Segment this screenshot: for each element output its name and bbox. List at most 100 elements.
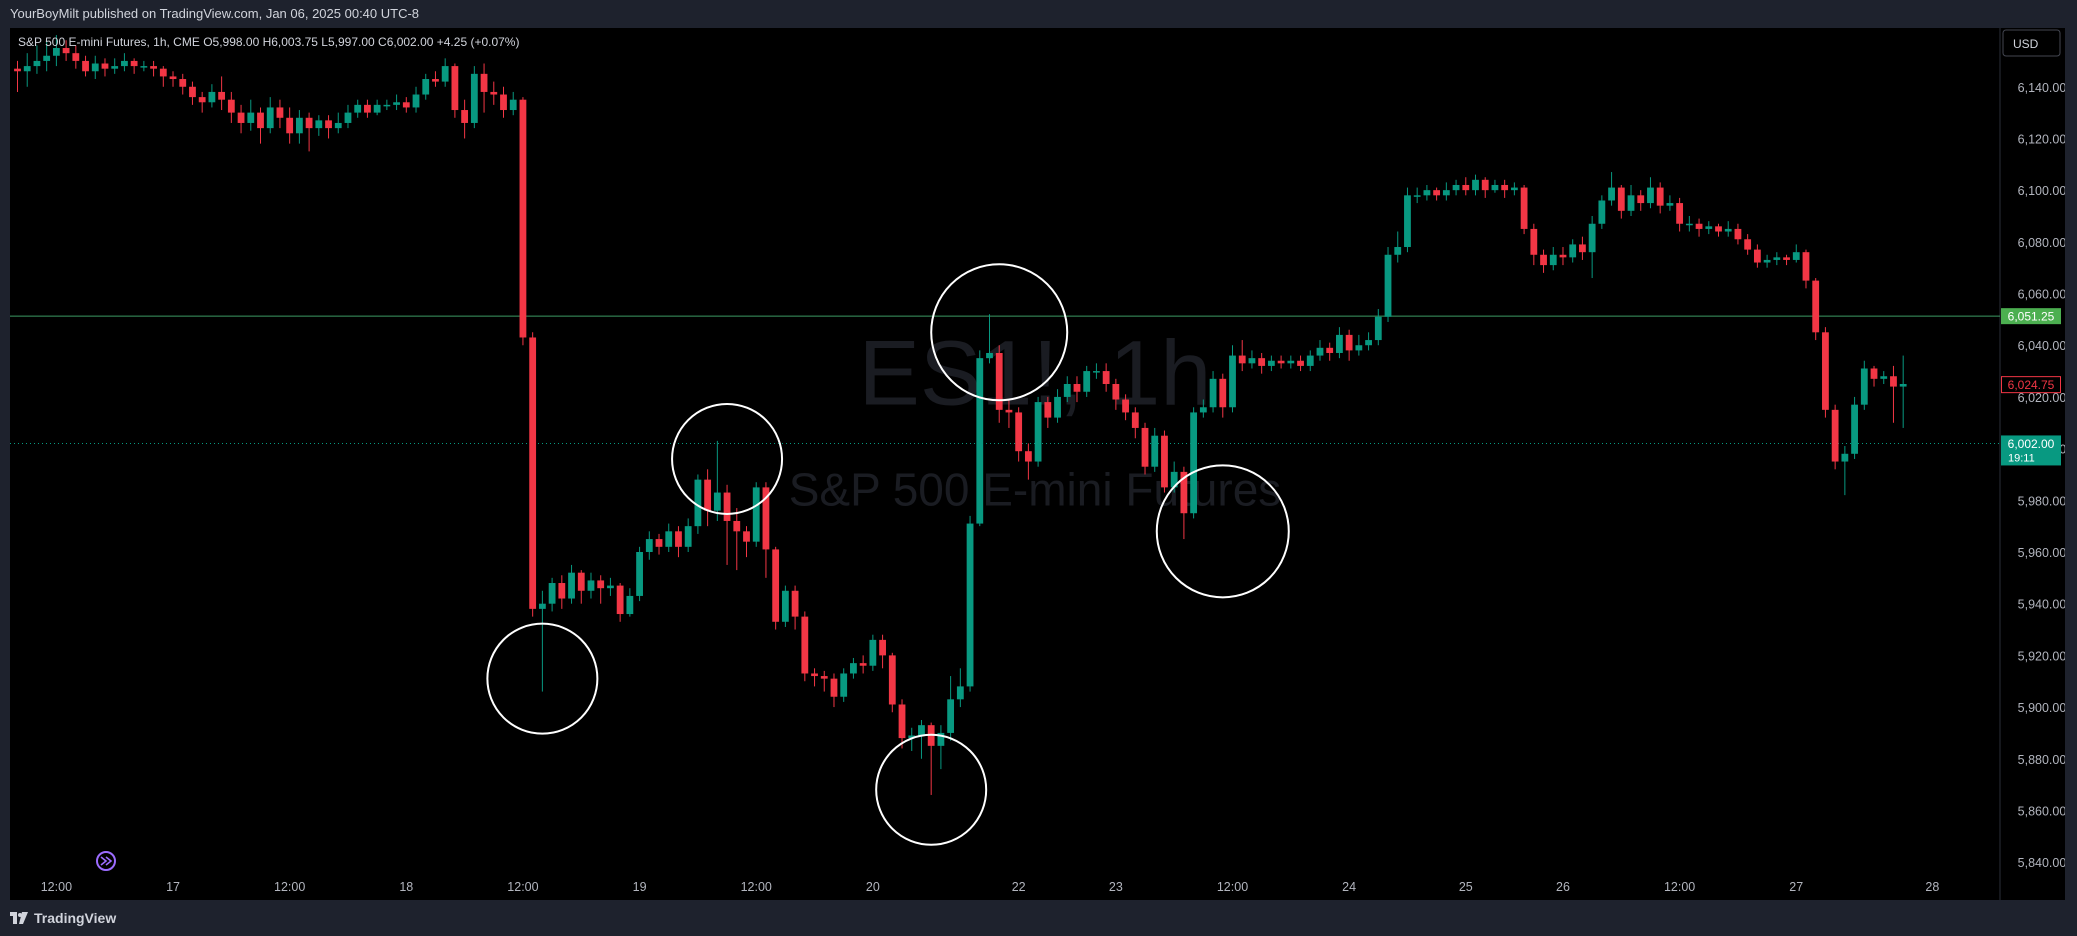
candle-body bbox=[218, 91, 226, 100]
scroll-to-realtime-icon[interactable] bbox=[96, 851, 116, 871]
candle-body bbox=[72, 53, 80, 61]
candle-body bbox=[1209, 378, 1217, 408]
candle-body bbox=[1715, 226, 1722, 232]
y-tick-label: 5,880.00 bbox=[2018, 753, 2065, 767]
candle-body bbox=[1676, 203, 1684, 224]
candle-body bbox=[811, 673, 818, 677]
x-tick-label: 23 bbox=[1109, 880, 1123, 894]
candle-body bbox=[470, 73, 478, 123]
candle-body bbox=[1287, 360, 1295, 364]
annotation-circle[interactable] bbox=[930, 263, 1069, 402]
candle-body bbox=[665, 531, 673, 547]
candle-body bbox=[140, 66, 148, 68]
x-tick-label: 12:00 bbox=[1217, 880, 1248, 894]
x-tick-label: 12:00 bbox=[274, 880, 305, 894]
candle-body bbox=[1365, 340, 1372, 346]
candle-body bbox=[1306, 355, 1314, 366]
legend-open: 5,998.00 bbox=[213, 35, 263, 49]
candle-body bbox=[373, 104, 381, 113]
price-label-countdown: 19:11 bbox=[2008, 452, 2035, 464]
candle-body bbox=[325, 120, 332, 129]
legend-high-label: H bbox=[263, 35, 272, 49]
candle-body bbox=[1073, 384, 1081, 392]
y-tick-label: 6,020.00 bbox=[2018, 391, 2065, 405]
y-tick-label: 5,840.00 bbox=[2018, 856, 2065, 870]
candle-body bbox=[23, 66, 31, 72]
candle-body bbox=[1248, 358, 1256, 364]
annotation-circle[interactable] bbox=[1155, 464, 1290, 599]
candle-body bbox=[150, 66, 157, 69]
candle-body bbox=[43, 55, 51, 61]
candle-body bbox=[879, 639, 886, 656]
y-tick-label: 6,100.00 bbox=[2018, 184, 2065, 198]
candle-body bbox=[1831, 409, 1839, 462]
x-tick-label: 12:00 bbox=[41, 880, 72, 894]
candle-body bbox=[1452, 184, 1460, 191]
candle-body bbox=[227, 99, 235, 113]
candle-body bbox=[111, 66, 119, 69]
candle-body bbox=[694, 479, 702, 527]
annotation-circle[interactable] bbox=[486, 622, 599, 735]
tradingview-logo[interactable]: TradingView bbox=[10, 910, 116, 926]
candle-body bbox=[480, 73, 488, 92]
candle-body bbox=[461, 110, 469, 123]
candle-body bbox=[1647, 187, 1654, 204]
candle-body bbox=[1860, 368, 1868, 405]
candle-body bbox=[1229, 355, 1236, 408]
candle-body bbox=[159, 68, 167, 77]
candle-body bbox=[1267, 360, 1275, 366]
candle-body bbox=[1753, 249, 1761, 263]
candle-body bbox=[1151, 435, 1159, 467]
candle-body bbox=[1336, 334, 1343, 353]
candle-body bbox=[762, 487, 770, 550]
candle-body bbox=[393, 102, 400, 105]
candle-body bbox=[189, 86, 196, 98]
candle-body bbox=[733, 520, 741, 532]
y-tick-label: 6,060.00 bbox=[2018, 288, 2065, 302]
candle-body bbox=[1724, 228, 1732, 232]
candle-body bbox=[1024, 451, 1032, 462]
candle-body bbox=[500, 94, 507, 111]
footer: TradingView bbox=[0, 900, 2077, 936]
candle-body bbox=[850, 663, 857, 674]
currency-button-label[interactable]: USD bbox=[2013, 37, 2039, 51]
candle-body bbox=[1559, 254, 1567, 258]
candle-body bbox=[1579, 244, 1586, 253]
candle-body bbox=[1588, 223, 1596, 253]
candle-body bbox=[1763, 259, 1771, 263]
legend-low-label: L bbox=[321, 35, 328, 49]
legend-open-label: O bbox=[203, 35, 212, 49]
candle-body bbox=[1122, 399, 1129, 413]
candle-body bbox=[1141, 427, 1149, 467]
candle-body bbox=[490, 91, 498, 95]
candle-body bbox=[208, 91, 216, 103]
candle-body bbox=[402, 102, 410, 108]
candlestick-chart[interactable]: ES1!, 1hS&P 500 E-mini Futures5,840.005,… bbox=[10, 28, 2066, 900]
candle-body bbox=[1161, 435, 1168, 488]
candle-body bbox=[587, 580, 595, 591]
candle-body bbox=[1413, 195, 1421, 197]
candle-body bbox=[441, 66, 449, 82]
candle-body bbox=[1705, 226, 1713, 229]
x-tick-label: 26 bbox=[1556, 880, 1570, 894]
candle-body bbox=[956, 686, 964, 700]
annotation-circle[interactable] bbox=[875, 733, 988, 846]
candle-body bbox=[1802, 252, 1810, 281]
candle-body bbox=[1627, 195, 1635, 211]
candle-body bbox=[1044, 402, 1052, 418]
candle-body bbox=[1199, 407, 1207, 413]
candle-body bbox=[432, 79, 439, 82]
candle-body bbox=[1005, 409, 1013, 413]
candle-body bbox=[791, 590, 799, 617]
candle-body bbox=[558, 583, 566, 599]
candle-body bbox=[1345, 334, 1353, 351]
chart-area[interactable]: ES1!, 1h S&P 500 E-mini Futures 5,840.00 5,… bbox=[10, 28, 2066, 900]
candle-body bbox=[568, 572, 575, 599]
x-tick-label: 24 bbox=[1342, 880, 1356, 894]
candle-body bbox=[723, 492, 731, 521]
candle-body bbox=[1015, 412, 1023, 452]
y-tick-label: 6,080.00 bbox=[2018, 236, 2065, 250]
annotation-circle[interactable] bbox=[671, 402, 784, 515]
candle-body bbox=[577, 572, 585, 591]
currency-button[interactable] bbox=[2002, 29, 2061, 57]
